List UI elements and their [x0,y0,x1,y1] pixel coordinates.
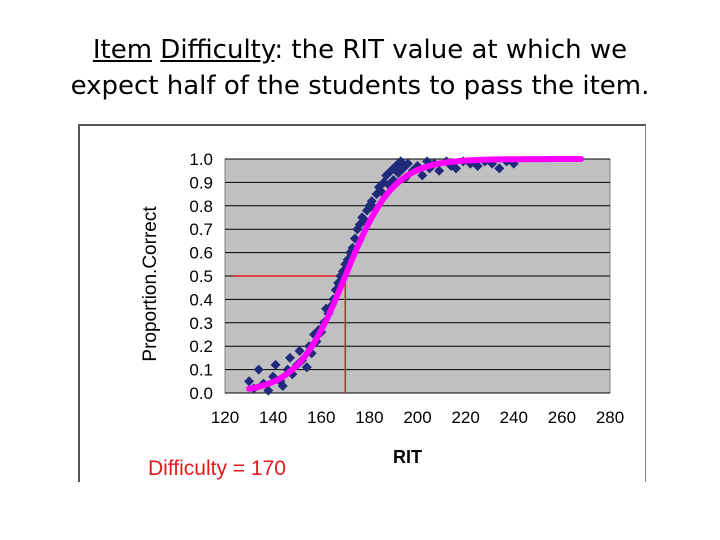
y-tick-label: 0.8 [189,197,213,216]
slide-title: Item Difficulty: the RIT value at which … [0,32,720,104]
data-point [284,352,295,363]
y-tick-label: 0.7 [189,220,213,239]
data-point [451,163,461,174]
x-tick-label: 120 [211,408,239,427]
x-tick-label: 140 [259,408,287,427]
y-tick-label: 0.5 [189,267,213,286]
x-tick-label: 160 [307,408,335,427]
x-tick-label: 200 [403,408,431,427]
data-point [301,362,312,373]
data-point [244,376,255,387]
x-tick-label: 240 [500,408,528,427]
data-point [417,170,428,181]
x-axis-label: RIT [393,447,422,467]
y-tick-label: 1.0 [189,150,213,169]
data-point [508,158,519,169]
x-tick-labels: 120 140 160 180 200 220 240 260 280 [211,408,624,427]
data-point [487,158,498,169]
y-tick-label: 0.0 [189,384,213,403]
title-line2: expect half of the students to pass the … [70,71,650,101]
title-word-item: Item [92,35,153,65]
title-line1-rest: : the RIT value at which we [274,35,628,65]
x-tick-label: 220 [451,408,479,427]
y-tick-label: 0.3 [189,314,213,333]
x-tick-label: 180 [355,408,383,427]
y-tick-labels: 0.0 0.1 0.2 0.3 0.4 0.5 0.6 0.7 0.8 0.9 1.0 [189,150,213,403]
chart: 0.0 0.1 0.2 0.3 0.4 0.5 0.6 0.7 0.8 0.9 1.0 120 140… [140,150,624,480]
reference-lines [233,275,347,393]
y-axis-label: Proportion.Correct [140,206,161,362]
data-point [294,345,305,356]
y-tick-label: 0.1 [189,361,213,380]
difficulty-annotation: Difficulty = 170 [148,457,286,480]
data-point [253,364,264,375]
chart-frame: 0.0 0.1 0.2 0.3 0.4 0.5 0.6 0.7 0.8 0.9 1.0 120 140… [78,124,646,482]
y-tick-label: 0.2 [189,337,213,356]
data-point [472,161,483,172]
data-point [434,165,445,176]
x-tick-label: 280 [596,408,624,427]
title-word-difficulty: Difficulty [160,35,275,65]
data-point [263,385,274,396]
y-tick-label: 0.4 [189,290,213,309]
data-point [376,186,387,197]
data-point [277,380,288,391]
y-tick-label: 0.9 [189,173,213,192]
data-point [402,158,413,169]
logistic-curve [246,156,585,392]
data-point [494,163,505,174]
data-point [412,161,423,172]
x-tick-label: 260 [548,408,576,427]
data-point [354,219,365,230]
data-point [270,359,281,370]
y-tick-label: 0.6 [189,244,213,263]
